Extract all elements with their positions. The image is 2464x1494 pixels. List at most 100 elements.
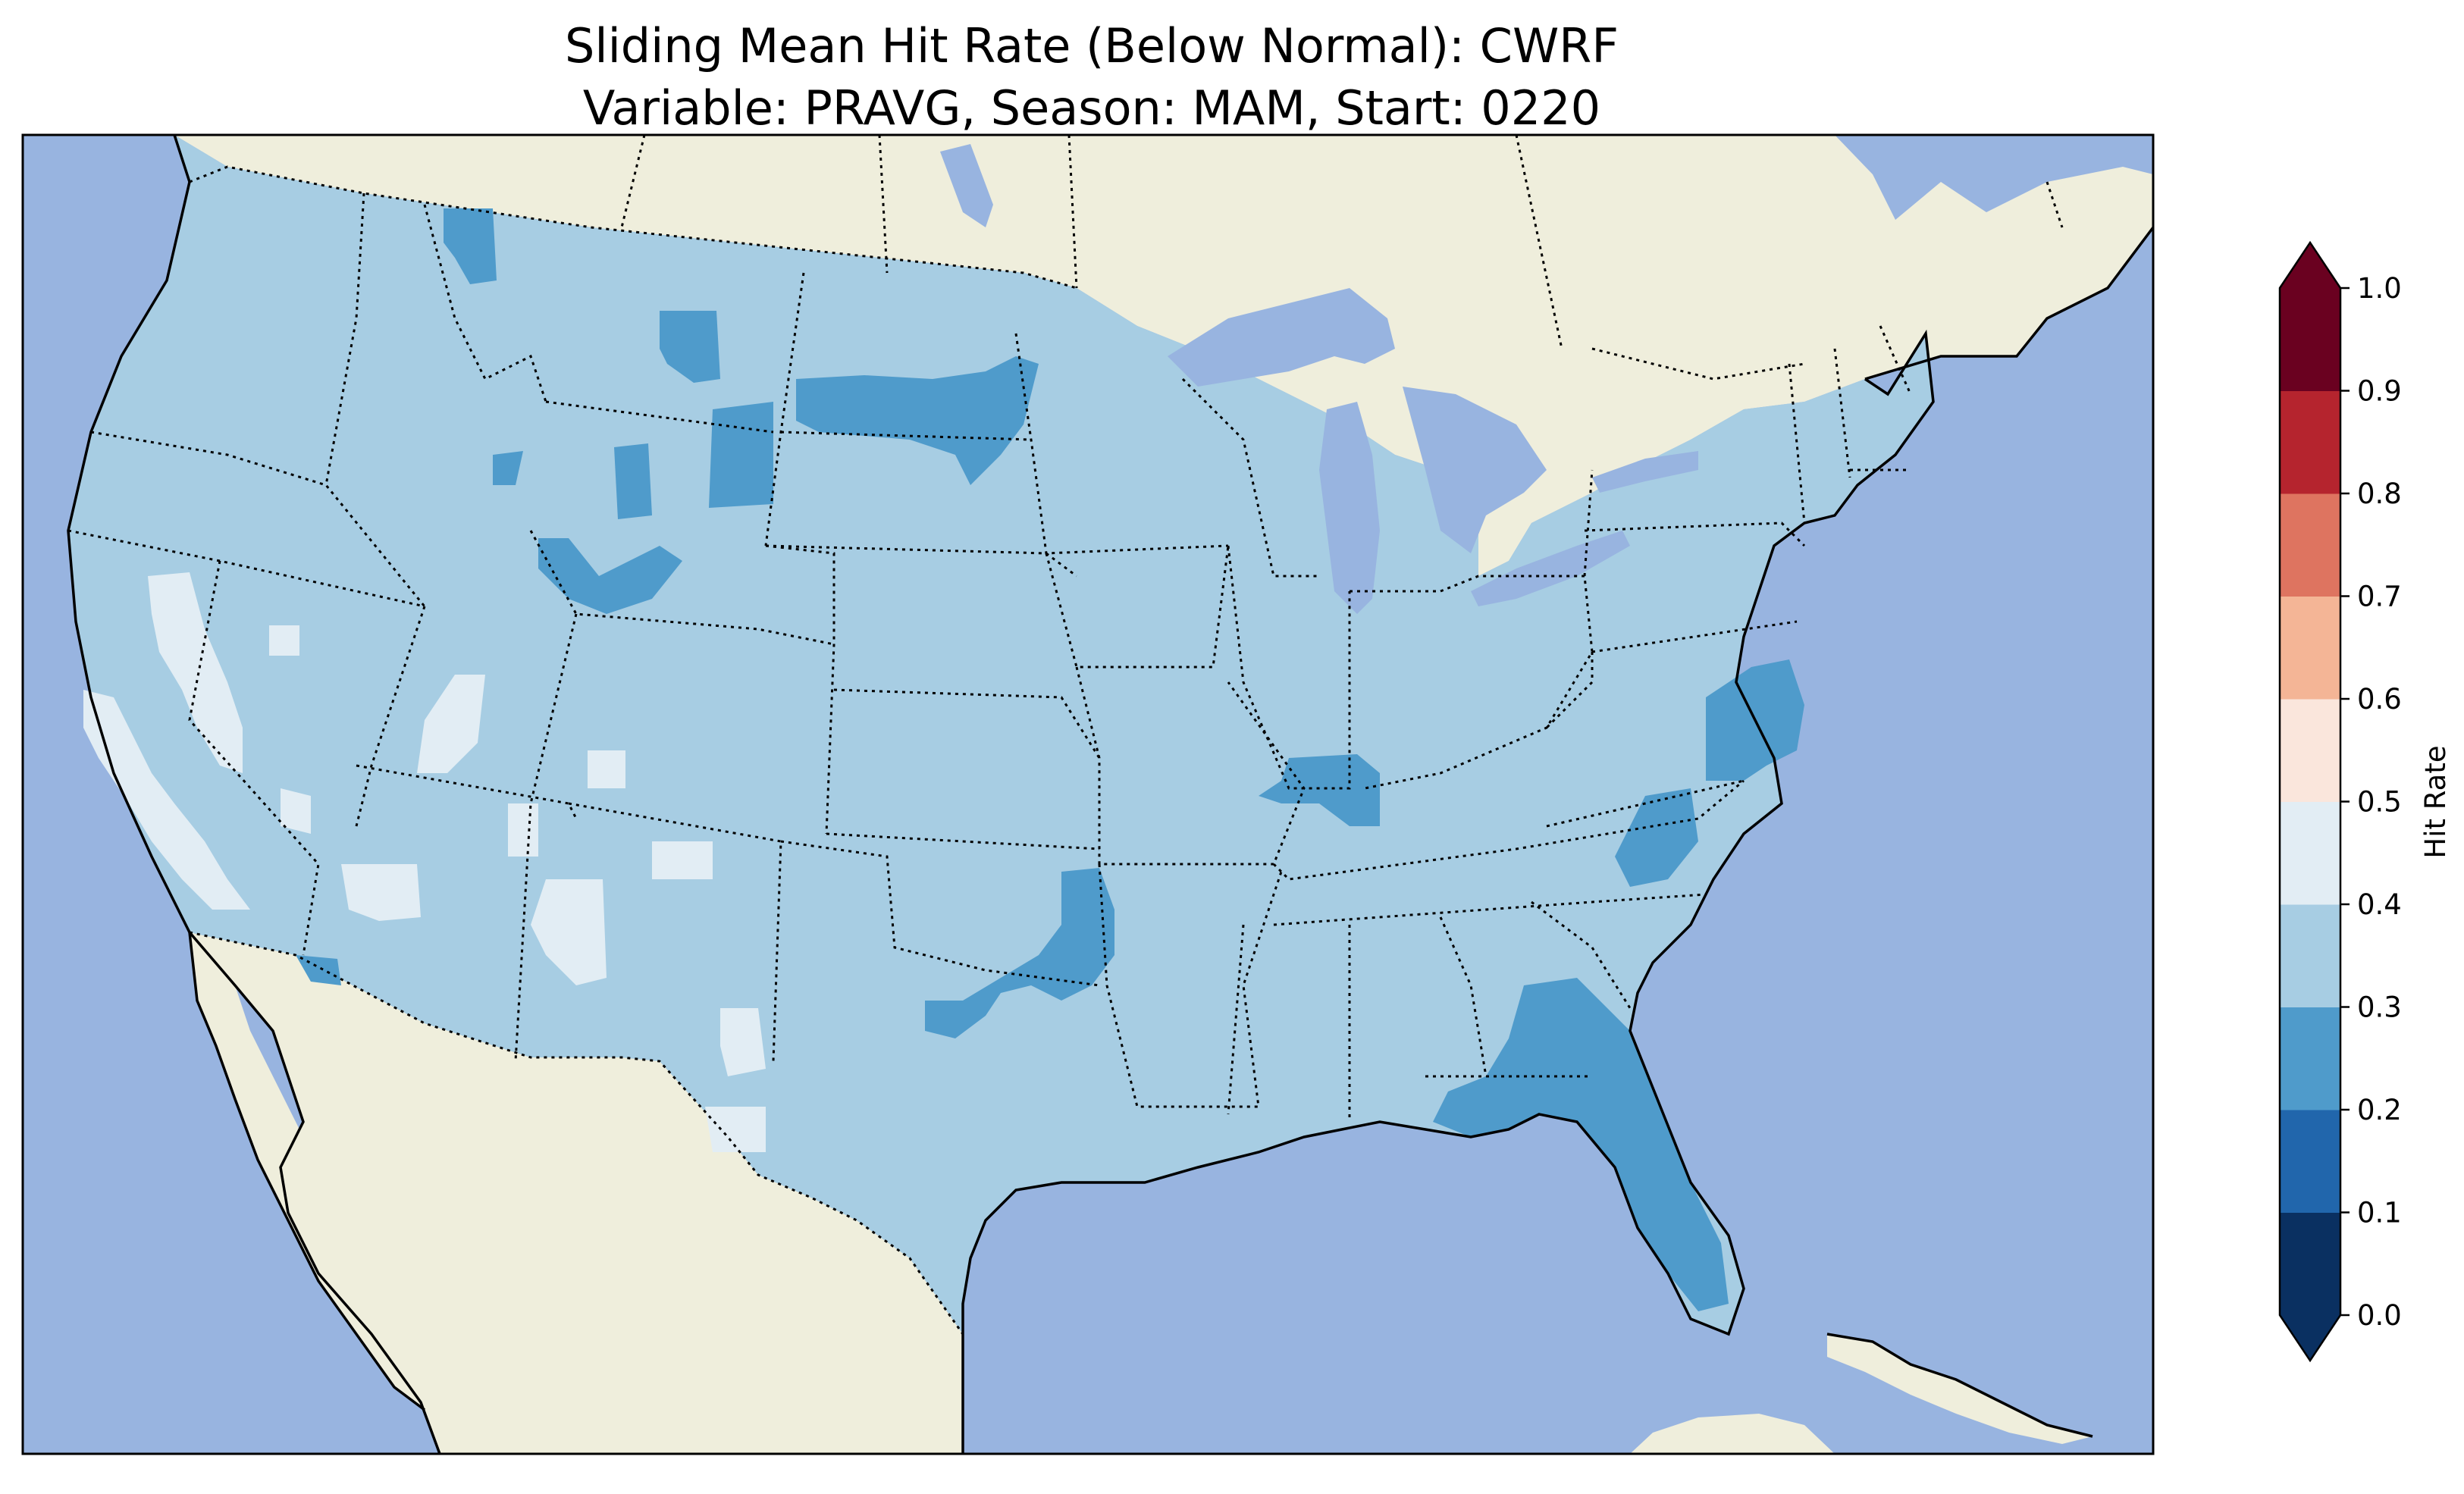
border-pa-ny [1583, 469, 1806, 577]
border-id [324, 193, 426, 607]
border-ks-ok [826, 832, 1100, 850]
lake-superior [1168, 288, 1395, 387]
border-ne-ks [833, 688, 1101, 759]
border-ga-sc [1531, 900, 1632, 1009]
border-mo [1075, 666, 1306, 866]
maritime-land [2002, 212, 2130, 273]
border-va-nc [1545, 652, 1745, 828]
border-wy-co [529, 530, 835, 646]
patch-nd-band [796, 356, 1039, 485]
colorbar-tick-label: 0.0 [2357, 1299, 2402, 1332]
patch-az-tiny [296, 955, 341, 985]
patch-wy-se-montana [709, 402, 773, 508]
colorbar-tick-label: 0.1 [2357, 1197, 2402, 1229]
border-canada-provinces [620, 135, 2064, 381]
patch-nv-small [269, 625, 299, 656]
baja-land [190, 932, 425, 1410]
patch-nm-west [652, 841, 713, 879]
patch-nm-south [720, 1008, 766, 1076]
patch-ca-coast [83, 690, 250, 910]
colorbar-tick-label: 0.6 [2357, 683, 2402, 716]
colorbar-tick-label: 0.2 [2357, 1094, 2402, 1126]
border-ar-la [1098, 863, 1283, 1108]
border-nv-ut [355, 606, 426, 827]
lake-winnipeg [940, 144, 993, 227]
patch-utah [508, 803, 538, 857]
canada-land [174, 135, 2153, 576]
patch-nv-central [417, 675, 485, 773]
patch-idaho-smile [538, 538, 682, 614]
colorbar-tick-label: 0.7 [2357, 581, 2402, 613]
patch-north-carolina [1615, 788, 1698, 887]
colorbar-box [2280, 596, 2340, 700]
colorbar-ticks: 0.0 0.1 0.2 0.3 0.4 0.5 0.6 0.7 0.8 0.9 1.0 [2340, 272, 2402, 1332]
yucatan-land [1630, 1414, 1835, 1454]
border-co-ne [765, 544, 835, 835]
border-ca-nv [188, 560, 320, 956]
lake-erie [1471, 531, 1630, 606]
lake-michigan [1319, 402, 1380, 614]
colorbar-box [2280, 1007, 2340, 1110]
colorbar-tick-label: 0.4 [2357, 888, 2402, 921]
title-line-1: Sliding Mean Hit Rate (Below Normal): CW… [564, 18, 1619, 74]
colorbar-box [2280, 699, 2340, 802]
map-frame [21, 133, 2155, 1455]
patch-nw-small [493, 451, 523, 485]
colorbar-extend-min [2280, 1315, 2340, 1361]
patch-central-montana [660, 311, 720, 383]
patch-ga-fl [1433, 978, 1729, 1311]
colorbar-tick-label: 0.8 [2357, 478, 2402, 510]
patch-arizona [531, 879, 607, 985]
colorbar-box [2280, 1212, 2340, 1316]
coastline [67, 135, 2153, 1454]
border-mt-id [423, 204, 547, 402]
us-land [68, 135, 1933, 1334]
border-ok-tx [780, 840, 1100, 987]
patch-il-ky [1259, 754, 1380, 826]
border-mt-wy [545, 400, 774, 434]
border-wa-or [90, 431, 327, 487]
colorbar-label: Hit Rate [2419, 745, 2452, 858]
colorbar-box [2280, 904, 2340, 1007]
colorbar-box [2280, 801, 2340, 905]
colorbar-boxes [2280, 288, 2340, 1316]
great-lakes [940, 144, 1698, 614]
border-il-in [1227, 545, 1351, 790]
patch-central-valley [148, 572, 243, 773]
patch-wyoming [614, 443, 652, 519]
lake-ontario [1592, 451, 1698, 493]
state-borders [67, 135, 2064, 1335]
colorbar-tick-label: 0.9 [2357, 375, 2402, 408]
colorbar-tick-label: 0.3 [2357, 991, 2402, 1024]
us-mexico-border [189, 931, 964, 1335]
patches-0.4-0.5 [83, 572, 766, 1152]
title-line-2: Variable: PRAVG, Season: MAM, Start: 022… [582, 80, 1601, 136]
cuba-coast [1826, 1333, 2093, 1438]
patch-nw-montana [444, 208, 497, 284]
canada-east-coast [1864, 226, 2153, 381]
chart-title: Sliding Mean Hit Rate (Below Normal): CW… [23, 15, 2161, 139]
gulf-coast [961, 329, 1935, 1336]
colorbar-box [2280, 390, 2340, 494]
border-ms-al [1227, 916, 1487, 1122]
border-ky-tn [1272, 779, 1745, 881]
patch-nv-south [341, 864, 421, 921]
colorbar-box [2280, 493, 2340, 597]
baja-coast [188, 932, 426, 1411]
patch-nv-mid [281, 788, 311, 834]
patch-oklahoma [925, 868, 1114, 1038]
cuba-land [1827, 1334, 2093, 1444]
colorbar-tick-label: 0.5 [2357, 786, 2402, 819]
border-tn-south [1273, 893, 1707, 926]
colorbar-box [2280, 288, 2340, 391]
colorbar-box [2280, 1110, 2340, 1213]
lake-huron [1403, 387, 1547, 553]
patch-ut-small [588, 750, 625, 788]
us-west-coast [67, 135, 441, 1454]
patch-west-texas [705, 1107, 766, 1152]
border-mn [1014, 333, 1229, 555]
colorbar-extend-max [2280, 243, 2340, 288]
colorbar-tick-label: 1.0 [2357, 272, 2402, 305]
